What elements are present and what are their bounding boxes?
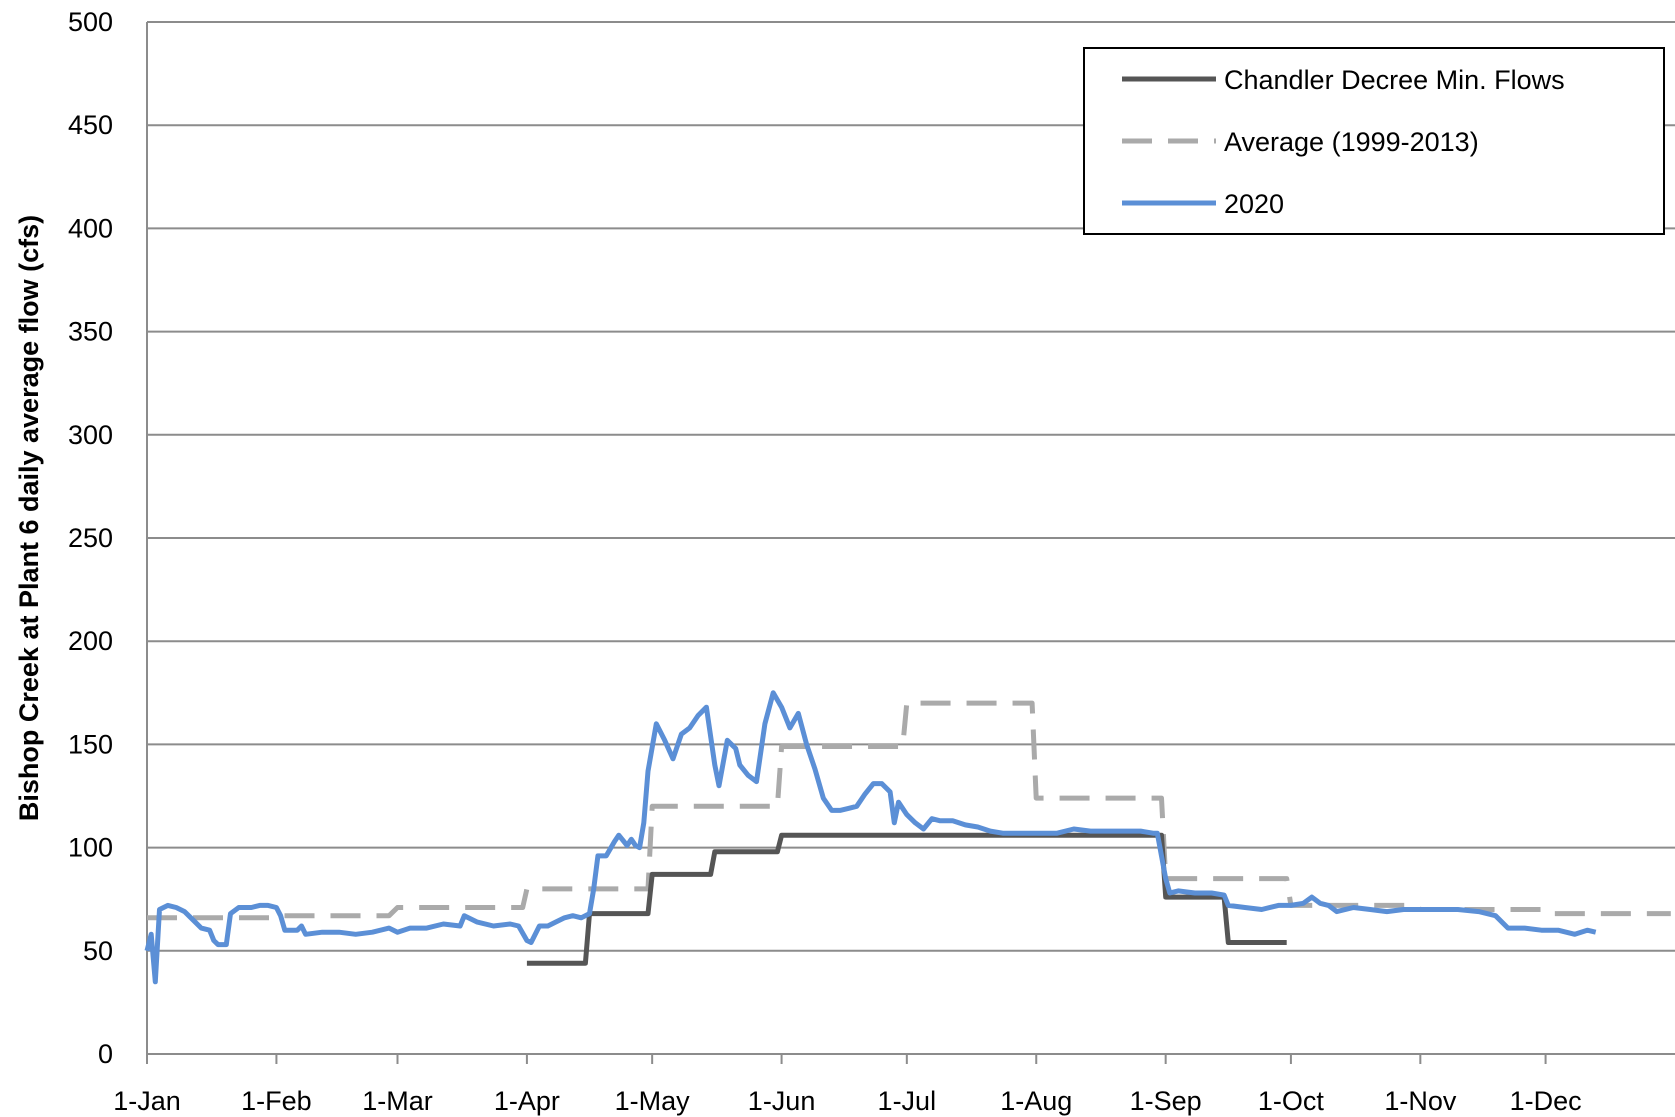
legend-label-2: 2020 (1224, 189, 1284, 219)
x-tick-label: 1-Sep (1130, 1086, 1202, 1116)
y-tick-labels: 0 50 100 150 200 250 300 350 400 450 500 (68, 7, 113, 1069)
axes (146, 22, 1675, 1064)
x-tick-label: 1-Jul (878, 1086, 937, 1116)
x-tick-label: 1-Nov (1384, 1086, 1457, 1116)
legend-label-0: Chandler Decree Min. Flows (1224, 65, 1565, 95)
series-line-1 (147, 700, 1671, 921)
y-tick-label: 250 (68, 523, 113, 553)
series-line-2 (144, 690, 1597, 985)
y-tick-label: 350 (68, 317, 113, 347)
x-tick-label: 1-Feb (241, 1086, 312, 1116)
x-tick-labels: 1-Jan 1-Feb 1-Mar 1-Apr 1-May 1-Jun 1-Jul 1-Aug… (113, 1086, 1581, 1116)
y-tick-label: 450 (68, 110, 113, 140)
series-lines (144, 690, 1671, 985)
x-tick-label: 1-Oct (1258, 1086, 1325, 1116)
x-tick-label: 1-Jun (748, 1086, 816, 1116)
y-tick-label: 150 (68, 729, 113, 759)
y-tick-label: 50 (83, 936, 113, 966)
y-tick-label: 500 (68, 7, 113, 37)
x-tick-label: 1-Mar (362, 1086, 433, 1116)
y-tick-label: 100 (68, 833, 113, 863)
legend: Chandler Decree Min. Flows Average (1999-… (1083, 47, 1665, 235)
y-axis-title: Bishop Creek at Plant 6 daily average fl… (14, 215, 44, 821)
x-tick-label: 1-Jan (113, 1086, 181, 1116)
y-tick-label: 400 (68, 213, 113, 243)
legend-label-1: Average (1999-2013) (1224, 127, 1479, 157)
y-tick-label: 300 (68, 420, 113, 450)
x-tick-label: 1-May (615, 1086, 691, 1116)
x-tick-label: 1-Apr (494, 1086, 560, 1116)
y-tick-label: 0 (98, 1039, 113, 1069)
gridlines (147, 21, 1675, 952)
x-tick-label: 1-Aug (1000, 1086, 1072, 1116)
series-line-0 (526, 832, 1287, 966)
x-tick-label: 1-Dec (1510, 1086, 1582, 1116)
y-tick-label: 200 (68, 626, 113, 656)
